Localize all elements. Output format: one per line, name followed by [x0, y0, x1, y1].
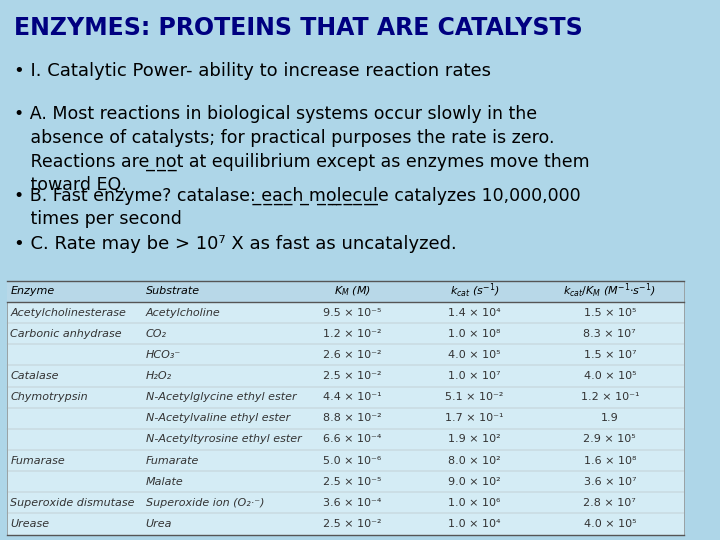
Text: Acetylcholine: Acetylcholine: [146, 307, 220, 318]
Text: 5.0 × 10⁻⁶: 5.0 × 10⁻⁶: [323, 456, 382, 465]
Text: Superoxide dismutase: Superoxide dismutase: [10, 498, 135, 508]
Text: 2.9 × 10⁵: 2.9 × 10⁵: [583, 434, 636, 444]
Text: Acetylcholinesterase: Acetylcholinesterase: [10, 307, 126, 318]
Text: 4.0 × 10⁵: 4.0 × 10⁵: [583, 519, 636, 529]
Text: 8.8 × 10⁻²: 8.8 × 10⁻²: [323, 413, 382, 423]
Text: $K_M$ (M): $K_M$ (M): [334, 285, 371, 298]
Text: 1.5 × 10⁵: 1.5 × 10⁵: [584, 307, 636, 318]
Text: 1.7 × 10⁻¹: 1.7 × 10⁻¹: [445, 413, 503, 423]
Text: 2.5 × 10⁻²: 2.5 × 10⁻²: [323, 519, 382, 529]
Text: 2.8 × 10⁷: 2.8 × 10⁷: [583, 498, 636, 508]
FancyBboxPatch shape: [7, 281, 684, 535]
Text: 1.2 × 10⁻¹: 1.2 × 10⁻¹: [580, 392, 639, 402]
Text: 8.3 × 10⁷: 8.3 × 10⁷: [583, 329, 636, 339]
Text: $k_{cat}/K_M$ (M$^{-1}$$\cdot$s$^{-1}$): $k_{cat}/K_M$ (M$^{-1}$$\cdot$s$^{-1}$): [564, 282, 656, 300]
Text: N-Acetylvaline ethyl ester: N-Acetylvaline ethyl ester: [146, 413, 290, 423]
Text: Fumarase: Fumarase: [10, 456, 65, 465]
Text: $k_{cat}$ (s$^{-1}$): $k_{cat}$ (s$^{-1}$): [449, 282, 499, 300]
Text: H₂O₂: H₂O₂: [146, 371, 172, 381]
Text: Urea: Urea: [146, 519, 172, 529]
Text: 4.0 × 10⁵: 4.0 × 10⁵: [583, 371, 636, 381]
Text: • B. Fast enzyme? catalase: ̲e̲a̲c̲h ̲m̲o̲l̲e̲c̲u̲l̲e catalyzes 10,000,000
   ti: • B. Fast enzyme? catalase: ̲e̲a̲c̲h ̲m̲…: [14, 186, 580, 228]
Text: 4.0 × 10⁵: 4.0 × 10⁵: [448, 350, 500, 360]
Text: 1.0 × 10⁴: 1.0 × 10⁴: [448, 519, 500, 529]
Text: • I. Catalytic Power- ability to increase reaction rates: • I. Catalytic Power- ability to increas…: [14, 62, 491, 80]
Text: 3.6 × 10⁷: 3.6 × 10⁷: [583, 477, 636, 487]
Text: 2.5 × 10⁻²: 2.5 × 10⁻²: [323, 371, 382, 381]
Text: 2.5 × 10⁻⁵: 2.5 × 10⁻⁵: [323, 477, 382, 487]
Text: 2.6 × 10⁻²: 2.6 × 10⁻²: [323, 350, 382, 360]
Text: N-Acetyltyrosine ethyl ester: N-Acetyltyrosine ethyl ester: [146, 434, 302, 444]
Text: 1.6 × 10⁸: 1.6 × 10⁸: [584, 456, 636, 465]
Text: Chymotrypsin: Chymotrypsin: [10, 392, 88, 402]
Text: 3.6 × 10⁻⁴: 3.6 × 10⁻⁴: [323, 498, 382, 508]
Text: • C. Rate may be > 10⁷ X as fast as uncatalyzed.: • C. Rate may be > 10⁷ X as fast as unca…: [14, 235, 456, 253]
Text: 5.1 × 10⁻²: 5.1 × 10⁻²: [445, 392, 503, 402]
Text: 1.0 × 10⁷: 1.0 × 10⁷: [448, 371, 500, 381]
Text: Superoxide ion (O₂·⁻): Superoxide ion (O₂·⁻): [146, 498, 264, 508]
Text: CO₂: CO₂: [146, 329, 167, 339]
FancyBboxPatch shape: [7, 281, 684, 302]
Text: Fumarate: Fumarate: [146, 456, 199, 465]
Text: 4.4 × 10⁻¹: 4.4 × 10⁻¹: [323, 392, 382, 402]
Text: 1.9: 1.9: [601, 413, 618, 423]
Text: 1.2 × 10⁻²: 1.2 × 10⁻²: [323, 329, 382, 339]
Text: • A. Most reactions in biological systems occur slowly in the
   absence of cata: • A. Most reactions in biological system…: [14, 105, 590, 194]
Text: 6.6 × 10⁻⁴: 6.6 × 10⁻⁴: [323, 434, 382, 444]
Text: Urease: Urease: [10, 519, 50, 529]
Text: Malate: Malate: [146, 477, 184, 487]
Text: Catalase: Catalase: [10, 371, 59, 381]
Text: N-Acetylglycine ethyl ester: N-Acetylglycine ethyl ester: [146, 392, 297, 402]
Text: Substrate: Substrate: [146, 286, 200, 296]
Text: HCO₃⁻: HCO₃⁻: [146, 350, 181, 360]
Text: ENZYMES: PROTEINS THAT ARE CATALYSTS: ENZYMES: PROTEINS THAT ARE CATALYSTS: [14, 16, 582, 40]
Text: 9.0 × 10²: 9.0 × 10²: [448, 477, 500, 487]
Text: 1.9 × 10²: 1.9 × 10²: [448, 434, 500, 444]
Text: 1.4 × 10⁴: 1.4 × 10⁴: [448, 307, 500, 318]
Text: 1.0 × 10⁶: 1.0 × 10⁶: [448, 498, 500, 508]
Text: 1.0 × 10⁸: 1.0 × 10⁸: [448, 329, 500, 339]
Text: Enzyme: Enzyme: [10, 286, 55, 296]
Text: 8.0 × 10²: 8.0 × 10²: [448, 456, 500, 465]
Text: Carbonic anhydrase: Carbonic anhydrase: [10, 329, 122, 339]
Text: 9.5 × 10⁻⁵: 9.5 × 10⁻⁵: [323, 307, 382, 318]
Text: 1.5 × 10⁷: 1.5 × 10⁷: [583, 350, 636, 360]
